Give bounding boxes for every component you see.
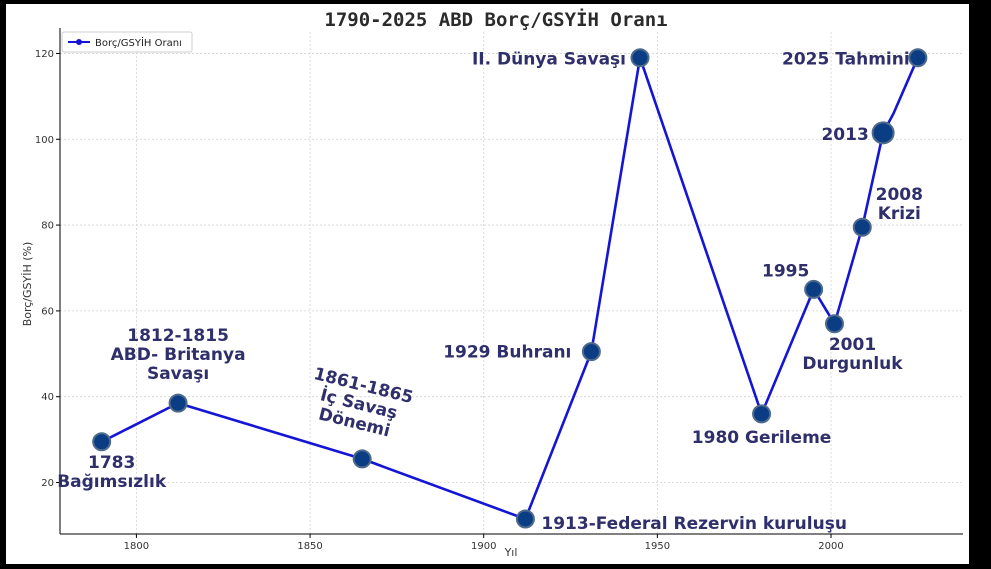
data-point xyxy=(581,342,601,362)
x-tick-label: 1900 xyxy=(471,541,496,552)
y-tick-label: 20 xyxy=(41,478,54,489)
annotation-label: 1913-Federal Rezervin kuruluşu xyxy=(541,514,847,534)
data-point xyxy=(630,48,650,68)
data-point xyxy=(352,449,372,469)
grid-lines xyxy=(60,32,963,534)
data-point xyxy=(168,393,188,413)
annotation-line: 2013 xyxy=(821,125,868,145)
annotation-line: Bağımsızlık xyxy=(57,472,167,492)
annotation-line: 2025 Tahmini xyxy=(782,50,910,70)
annotation-label: 1812-1815 ABD- Britanya Savaşı xyxy=(111,326,246,384)
annotations: 1783 Bağımsızlık 1812-1815 ABD- Britanya Sav… xyxy=(57,50,923,534)
annotation-line: ABD- Britanya xyxy=(111,345,246,365)
data-point xyxy=(824,314,844,334)
annotation-line: 1913-Federal Rezervin kuruluşu xyxy=(541,514,847,534)
data-point xyxy=(515,509,535,529)
annotation-label: 1783 Bağımsızlık xyxy=(57,453,167,492)
debt-gdp-chart: 1790-2025 ABD Borç/GSYİH Oranı 1800 1850 1… xyxy=(21,7,963,559)
series-line xyxy=(101,56,919,521)
legend-marker-swatch xyxy=(76,39,82,45)
x-tick-label: 1800 xyxy=(124,541,149,552)
data-point xyxy=(852,217,872,237)
data-point xyxy=(752,404,772,424)
x-tick-label: 1950 xyxy=(645,541,670,552)
x-tick-label: 2000 xyxy=(818,541,843,552)
y-tick-label: 120 xyxy=(35,49,54,60)
y-axis-label: Borç/GSYİH (%) xyxy=(21,242,34,327)
data-point xyxy=(908,48,928,68)
chart-title: 1790-2025 ABD Borç/GSYİH Oranı xyxy=(324,7,667,31)
annotation-line: Savaşı xyxy=(147,364,209,384)
annotation-line: 2001 xyxy=(829,335,876,355)
data-point xyxy=(871,121,895,145)
annotation-line: Krizi xyxy=(878,204,921,224)
x-tick-label: 1850 xyxy=(297,541,322,552)
series-layer xyxy=(92,48,928,529)
legend: Borç/GSYİH Oranı xyxy=(61,31,193,53)
annotation-line: II. Dünya Savaşı xyxy=(472,50,626,70)
annotation-label: 1980 Gerileme xyxy=(692,428,832,448)
annotation-line: 1980 Gerileme xyxy=(692,428,832,448)
annotation-label: 1929 Buhranı xyxy=(443,343,571,363)
annotation-line: 1929 Buhranı xyxy=(443,343,571,363)
annotation-line: 1812-1815 xyxy=(127,326,229,346)
x-axis-label: Yıl xyxy=(504,546,518,559)
legend-entry: Borç/GSYİH Oranı xyxy=(95,36,182,49)
annotation-line: 1995 xyxy=(762,261,809,281)
y-tick-label: 60 xyxy=(41,306,54,317)
annotation-line: 2008 xyxy=(876,185,923,205)
annotation-label: 2025 Tahmini xyxy=(782,50,910,70)
annotation-label: 1995 xyxy=(762,261,809,281)
annotation-label: 2001 Durgunluk xyxy=(802,335,903,374)
axes: 1800 1850 1900 1950 2000 20 40 60 80 100 120 xyxy=(35,28,963,552)
chart-frame: 1790-2025 ABD Borç/GSYİH Oranı 1800 1850 1… xyxy=(6,4,969,564)
annotation-line: Durgunluk xyxy=(802,354,903,374)
data-point xyxy=(804,279,824,299)
annotation-label: II. Dünya Savaşı xyxy=(472,50,626,70)
annotation-label: 1861-1865İç SavaşDönemi xyxy=(302,364,415,445)
annotation-line: 1783 xyxy=(88,453,135,473)
data-point xyxy=(92,432,112,452)
y-tick-label: 40 xyxy=(41,392,54,403)
legend-box xyxy=(61,31,193,53)
y-tick-label: 100 xyxy=(35,135,54,146)
annotation-label: 2008 Krizi xyxy=(876,185,923,224)
annotation-label: 2013 xyxy=(821,125,868,145)
y-tick-label: 80 xyxy=(41,221,54,232)
